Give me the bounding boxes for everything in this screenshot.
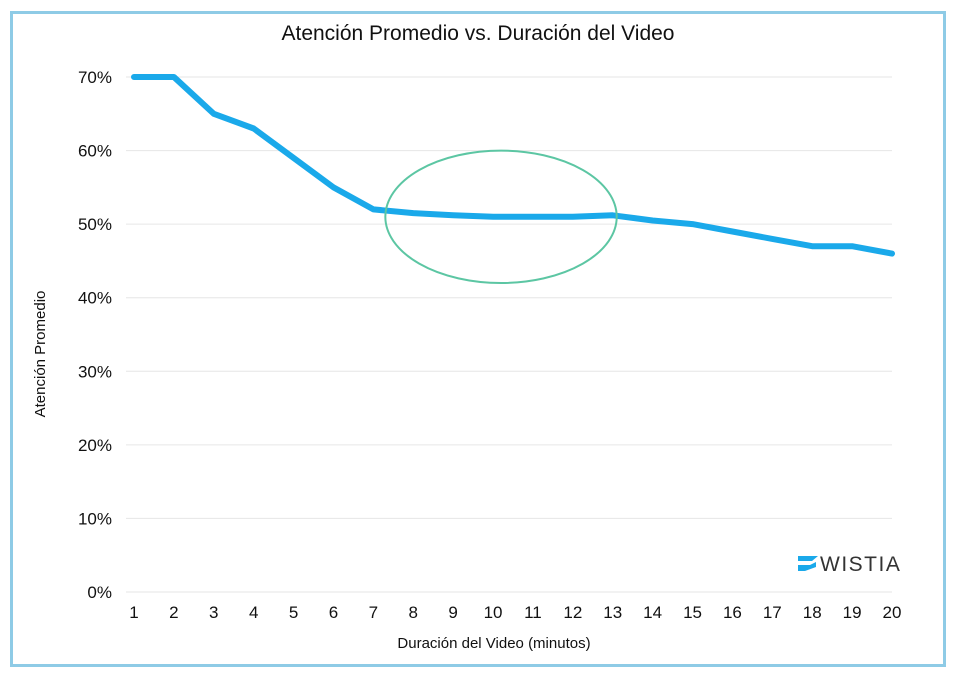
x-tick-labels: 1 2 3 4 5 6 7 8 9 10 11 12 13 14 15 16 17 18 19 20: [129, 603, 901, 622]
x-tick-label: 7: [369, 603, 378, 622]
x-tick-label: 2: [169, 603, 178, 622]
x-tick-label: 16: [723, 603, 742, 622]
y-tick-label: 40%: [78, 289, 112, 308]
x-tick-label: 5: [289, 603, 298, 622]
x-tick-label: 4: [249, 603, 258, 622]
y-tick-label: 30%: [78, 362, 112, 381]
x-tick-label: 8: [409, 603, 418, 622]
x-tick-label: 6: [329, 603, 338, 622]
wistia-logo: WISTIA: [798, 553, 901, 576]
y-tick-labels: 0% 10% 20% 30% 40% 50% 60% 70%: [78, 68, 112, 602]
wistia-logo-text: WISTIA: [820, 553, 901, 576]
x-tick-label: 12: [563, 603, 582, 622]
x-tick-label: 18: [803, 603, 822, 622]
x-tick-label: 14: [643, 603, 662, 622]
gridlines: [126, 76, 892, 593]
x-axis-label: Duración del Video (minutos): [397, 635, 590, 652]
x-tick-label: 13: [603, 603, 622, 622]
y-tick-label: 70%: [78, 68, 112, 87]
chart-frame: [10, 11, 946, 667]
wistia-logo-icon: [798, 556, 818, 571]
chart-title: Atención Promedio vs. Duración del Video: [281, 22, 674, 45]
x-tick-label: 3: [209, 603, 218, 622]
y-axis-label: Atención Promedio: [32, 291, 49, 418]
x-tick-label: 20: [883, 603, 902, 622]
x-tick-label: 9: [448, 603, 457, 622]
x-tick-label: 15: [683, 603, 702, 622]
series-line: [131, 74, 895, 257]
x-tick-label: 19: [843, 603, 862, 622]
x-tick-label: 17: [763, 603, 782, 622]
x-tick-label: 1: [129, 603, 138, 622]
y-tick-label: 60%: [78, 142, 112, 161]
y-tick-label: 50%: [78, 215, 112, 234]
highlight-ellipse: [384, 149, 618, 285]
y-tick-label: 10%: [78, 509, 112, 528]
y-tick-label: 0%: [87, 583, 112, 602]
x-tick-label: 11: [524, 603, 542, 622]
y-tick-label: 20%: [78, 436, 112, 455]
x-tick-label: 10: [484, 603, 503, 622]
